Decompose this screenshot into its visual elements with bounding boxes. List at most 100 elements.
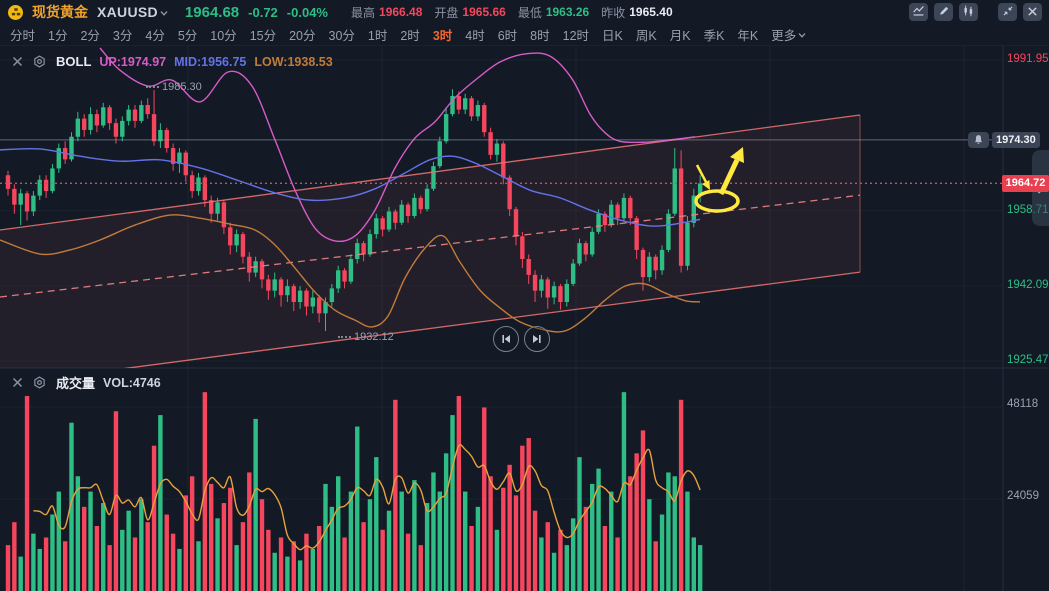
volume-bar bbox=[272, 552, 277, 591]
volume-bar bbox=[545, 522, 550, 591]
volume-bar bbox=[88, 491, 93, 591]
replay-prev-button[interactable] bbox=[493, 326, 519, 352]
volume-bar bbox=[450, 415, 455, 591]
candle-body bbox=[583, 243, 589, 255]
timeframe-tab[interactable]: 3时 bbox=[432, 29, 453, 43]
candle-body bbox=[532, 274, 538, 291]
timeframe-tab[interactable]: 4分 bbox=[145, 29, 165, 43]
more-timeframes-button[interactable]: 更多 bbox=[771, 25, 806, 44]
volume-bar bbox=[221, 503, 227, 591]
timeframe-tab[interactable]: 4时 bbox=[465, 29, 485, 43]
symbol-selector[interactable]: XAUUSD bbox=[97, 3, 168, 21]
volume-bar bbox=[431, 472, 436, 591]
timeframe-tab[interactable]: 年K bbox=[737, 29, 759, 43]
candlestick-icon bbox=[962, 4, 975, 20]
timeframe-tab[interactable]: 10分 bbox=[210, 29, 237, 43]
candle-body bbox=[126, 109, 131, 121]
line-chart-icon bbox=[912, 4, 925, 20]
timeframe-tab[interactable]: 3分 bbox=[112, 29, 133, 43]
volume-bar bbox=[107, 545, 112, 591]
volume-bar bbox=[56, 491, 61, 591]
trend-channel-upper-line[interactable] bbox=[0, 114, 861, 231]
candle-body bbox=[640, 249, 646, 278]
timeframe-tab[interactable]: 日K bbox=[602, 29, 623, 43]
close-icon-button[interactable] bbox=[1023, 3, 1042, 21]
candle-body bbox=[37, 179, 42, 196]
volume-pane[interactable] bbox=[5, 392, 703, 591]
volume-bar bbox=[691, 537, 696, 591]
volume-bar bbox=[551, 552, 557, 591]
candle-body bbox=[685, 222, 690, 266]
collapse-icon-button[interactable] bbox=[998, 3, 1017, 21]
replay-next-button[interactable] bbox=[524, 326, 550, 352]
candlestick-icon-button[interactable] bbox=[959, 3, 978, 21]
candle-body bbox=[259, 261, 265, 280]
settings-gear-icon[interactable] bbox=[32, 376, 46, 390]
candle-body bbox=[139, 105, 144, 121]
yellow-annotation[interactable] bbox=[694, 147, 744, 213]
candle-body bbox=[577, 243, 582, 264]
volume-bar bbox=[43, 537, 49, 591]
candle-body bbox=[291, 286, 296, 303]
volume-bar bbox=[151, 445, 157, 591]
volume-bar bbox=[139, 499, 144, 591]
candle-body bbox=[24, 193, 30, 212]
timeframe-tab[interactable]: 1分 bbox=[48, 29, 68, 43]
boll-indicator-legend: BOLL UP:1974.97 MID:1956.75 LOW:1938.53 bbox=[10, 54, 333, 69]
timeframe-bar: 分时 1分 2分 3分 4分 5分 10分 15分 20分 30分 1时 2时 3时 4时 6时 8时 12时日… bbox=[0, 24, 1049, 46]
timeframe-tab[interactable]: 月K bbox=[669, 29, 691, 43]
candle-body bbox=[336, 270, 341, 289]
candle-body bbox=[424, 188, 430, 210]
timeframe-tab[interactable]: 8时 bbox=[530, 29, 550, 43]
price-alert-badge[interactable]: 1974.30 bbox=[968, 131, 1040, 148]
header-stat: 开盘 1965.66 bbox=[434, 4, 505, 21]
volume-bar bbox=[355, 426, 360, 591]
candle-body bbox=[145, 105, 150, 115]
candle-body bbox=[609, 204, 614, 226]
volume-bar bbox=[94, 525, 100, 591]
volume-bar bbox=[456, 395, 462, 591]
main-chart-pane[interactable] bbox=[0, 47, 861, 385]
trend-channel-lower-line[interactable] bbox=[0, 271, 861, 385]
volume-bar bbox=[469, 525, 474, 591]
line-chart-icon-button[interactable] bbox=[909, 3, 928, 21]
timeframe-tab[interactable]: 2时 bbox=[400, 29, 420, 43]
boll-up-value: UP:1974.97 bbox=[99, 54, 167, 69]
settings-gear-icon[interactable] bbox=[32, 55, 46, 69]
close-icon[interactable] bbox=[10, 55, 24, 69]
draw-icon-button[interactable] bbox=[934, 3, 953, 21]
volume-bar bbox=[113, 411, 119, 591]
timeframe-tab[interactable]: 周K bbox=[635, 29, 657, 43]
timeframe-tab[interactable]: 5分 bbox=[177, 29, 198, 43]
bell-icon bbox=[968, 131, 989, 148]
timeframe-tab[interactable]: 12时 bbox=[562, 29, 590, 43]
close-icon[interactable] bbox=[10, 376, 24, 390]
timeframe-tab[interactable]: 30分 bbox=[328, 29, 355, 43]
volume-bar bbox=[412, 480, 417, 591]
volume-bar bbox=[215, 518, 220, 591]
symbol-label: XAUUSD bbox=[97, 4, 158, 20]
volume-bar bbox=[621, 392, 627, 591]
volume-value: VOL:4746 bbox=[103, 375, 161, 390]
candle-body bbox=[158, 129, 163, 142]
toolbar-divider bbox=[984, 3, 992, 21]
candle-body bbox=[361, 243, 366, 255]
timeframe-tab[interactable]: 季K bbox=[703, 29, 725, 43]
candle-body bbox=[170, 148, 176, 164]
volume-bar bbox=[304, 533, 309, 591]
candle-body bbox=[659, 249, 665, 271]
volume-bar bbox=[558, 529, 563, 591]
candle-body bbox=[463, 98, 468, 110]
timeframe-tab[interactable]: 6时 bbox=[497, 29, 518, 43]
candle-body bbox=[164, 129, 169, 149]
candle-body bbox=[50, 168, 55, 192]
timeframe-tab[interactable]: 15分 bbox=[249, 29, 277, 43]
timeframe-tab[interactable]: 2分 bbox=[80, 29, 100, 43]
volume-bar bbox=[50, 514, 55, 591]
up-arrow-shaft bbox=[718, 158, 740, 196]
timeframe-tab[interactable]: 分时 bbox=[10, 29, 36, 43]
candle-body bbox=[666, 213, 671, 250]
timeframe-tab[interactable]: 20分 bbox=[289, 29, 316, 43]
timeframe-tab[interactable]: 1时 bbox=[367, 29, 388, 43]
